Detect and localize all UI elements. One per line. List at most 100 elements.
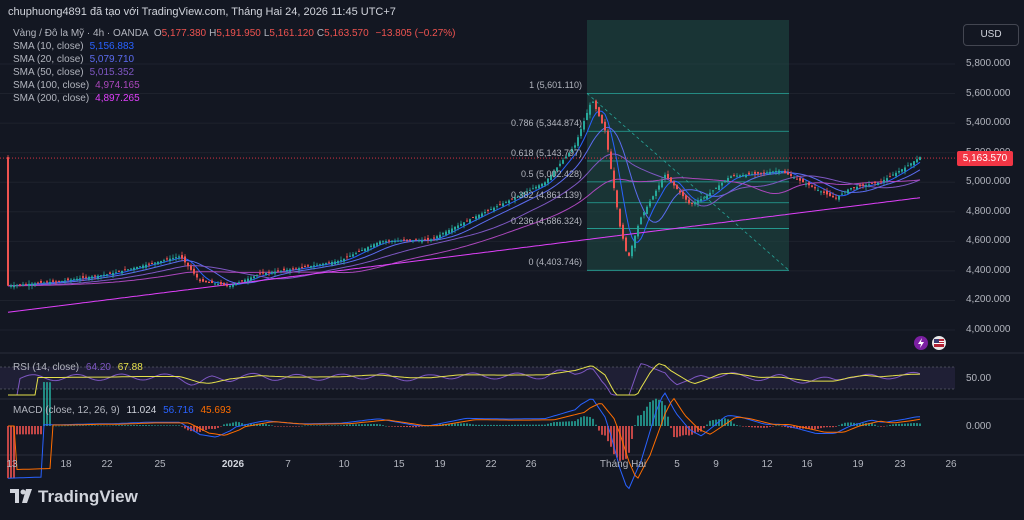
sma-line	[8, 153, 921, 287]
sma-legend-item[interactable]: SMA (20, close) 5,079.710	[13, 54, 135, 65]
candle-body	[835, 197, 837, 199]
macd-histogram-bar	[100, 425, 102, 427]
macd-histogram-bar	[28, 426, 30, 435]
candle-body	[292, 268, 294, 270]
brand-name: TradingView	[38, 487, 138, 506]
macd-histogram-bar	[154, 425, 156, 426]
candle-body	[685, 195, 687, 200]
macd-histogram-bar	[160, 425, 162, 426]
candle-body	[502, 203, 504, 207]
macd-histogram-bar	[217, 426, 219, 428]
candle-body	[904, 167, 906, 172]
macd-histogram-bar	[382, 425, 384, 426]
candle-body	[640, 217, 642, 225]
candle-body	[115, 272, 117, 274]
macd-histogram-bar	[700, 426, 702, 432]
macd-histogram-bar	[550, 422, 552, 426]
macd-histogram-bar	[766, 426, 768, 428]
candle-body	[160, 260, 162, 263]
macd-histogram-bar	[277, 426, 279, 427]
symbol-legend[interactable]: Vàng / Đô la Mỹ · 4h · OANDA O5,177.380 H…	[13, 28, 456, 39]
candle-body	[565, 156, 567, 159]
macd-histogram-bar	[214, 426, 216, 430]
macd-histogram-bar	[364, 424, 366, 426]
flag-icon[interactable]	[932, 336, 946, 350]
candle-body	[652, 196, 654, 200]
candle-body	[727, 177, 729, 182]
macd-histogram-bar	[265, 423, 267, 426]
macd-histogram-bar	[409, 426, 411, 428]
candle-body	[235, 283, 237, 286]
fib-level-label: 0.618 (5,143.797)	[510, 147, 582, 158]
macd-histogram-bar	[241, 423, 243, 426]
macd-histogram-bar	[274, 426, 276, 427]
candle-body	[859, 184, 861, 187]
macd-histogram-bar	[796, 426, 798, 429]
candle-body	[403, 239, 405, 241]
macd-histogram-bar	[739, 425, 741, 427]
macd-histogram-bar	[826, 426, 828, 428]
macd-histogram-bar	[136, 425, 138, 426]
candle-body	[901, 169, 903, 172]
macd-legend[interactable]: MACD (close, 12, 26, 9) 11.024 56.716 45…	[13, 405, 231, 416]
candle-body	[541, 183, 543, 187]
candle-body	[643, 212, 645, 216]
sma-legend-item[interactable]: SMA (10, close) 5,156.883	[13, 41, 135, 52]
candle-body	[13, 285, 15, 288]
candle-body	[157, 261, 159, 265]
macd-histogram-bar	[127, 425, 129, 426]
candle-body	[454, 226, 456, 230]
candle-body	[391, 240, 393, 242]
candle-body	[241, 280, 243, 282]
fib-level-label: 0 (4,403.746)	[528, 257, 582, 268]
sma-legend-item[interactable]: SMA (200, close) 4,897.265	[13, 93, 140, 104]
rsi-legend[interactable]: RSI (14, close) 64.20 67.88	[13, 362, 143, 373]
sma-legend-item[interactable]: SMA (100, close) 4,974.165	[13, 80, 140, 91]
macd-histogram-bar	[844, 422, 846, 426]
candle-body	[892, 174, 894, 176]
candle-body	[121, 270, 123, 274]
ohlc-c: C5,163.570	[316, 28, 369, 39]
macd-histogram-bar	[235, 421, 237, 426]
macd-axis-label: 0.000	[966, 421, 992, 432]
candle-body	[52, 280, 54, 282]
candle-body	[238, 282, 240, 284]
price-axis-label: 5,800.000	[966, 58, 1011, 69]
candle-body	[649, 201, 651, 207]
candle-body	[877, 182, 879, 185]
macd-histogram-bar	[403, 426, 405, 427]
macd-histogram-bar	[907, 423, 909, 426]
candle-body	[193, 268, 195, 274]
macd-histogram-bar	[289, 426, 291, 427]
time-axis-label: 22	[485, 459, 497, 470]
macd-histogram-bar	[889, 424, 891, 426]
sma-legend-item[interactable]: SMA (50, close) 5,015.352	[13, 67, 135, 78]
macd-histogram-bar	[286, 426, 288, 427]
macd-histogram-bar	[487, 424, 489, 426]
candle-body	[526, 191, 528, 193]
candle-body	[598, 107, 600, 117]
time-axis-label: 10	[338, 459, 350, 470]
candle-body	[100, 275, 102, 277]
candle-body	[529, 189, 531, 191]
candle-body	[370, 245, 372, 247]
candle-body	[808, 182, 810, 186]
candle-body	[862, 184, 864, 186]
macd-histogram-bar	[316, 425, 318, 426]
candle-body	[322, 263, 324, 266]
macd-histogram-bar	[652, 400, 654, 426]
currency-button[interactable]: USD	[963, 24, 1019, 46]
macd-histogram-bar	[292, 426, 294, 427]
macd-histogram-bar	[595, 424, 597, 426]
macd-histogram-bar	[373, 423, 375, 426]
macd-histogram-bar	[406, 426, 408, 428]
candle-body	[298, 268, 300, 271]
macd-histogram-bar	[451, 423, 453, 426]
candle-body	[493, 207, 495, 211]
macd-histogram-bar	[679, 426, 681, 437]
alert-icon[interactable]	[914, 336, 928, 350]
candle-body	[373, 244, 375, 248]
macd-histogram-bar	[112, 425, 114, 427]
candle-body	[472, 216, 474, 218]
